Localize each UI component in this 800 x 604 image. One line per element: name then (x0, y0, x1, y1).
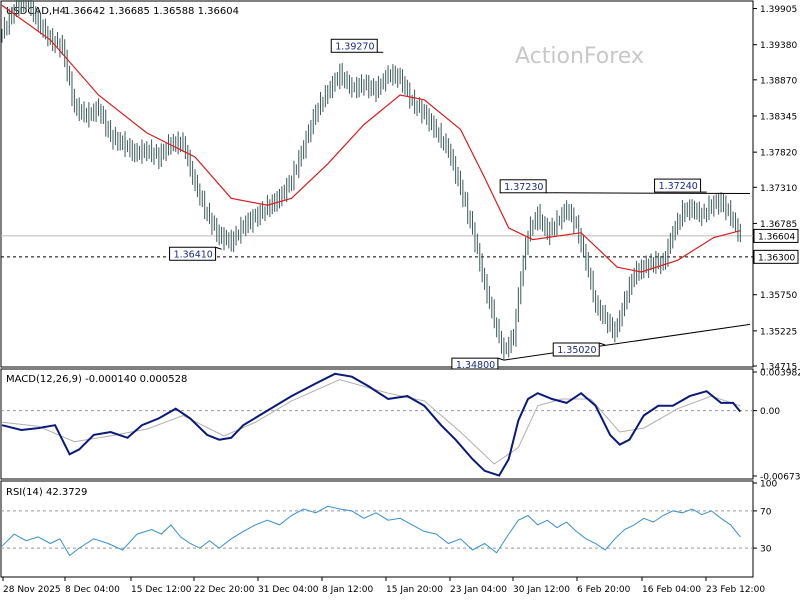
rsi-y-tick-label: 70 (760, 507, 772, 517)
moving-average (1, 4, 741, 273)
watermark: ActionForex (515, 44, 644, 69)
annotation-label: 1.34800 (456, 360, 495, 371)
price-tags: 1.36604 1.36300 (753, 228, 799, 264)
annotation-box (552, 342, 600, 357)
x-tick-label: 23 Feb 12:00 (706, 585, 765, 595)
current-price-tag: 1.36604 (758, 232, 795, 242)
ohlc-readout: 1.36642 1.36685 1.36588 1.36604 (64, 6, 239, 17)
1-y-tick-label: -0.006737 (760, 473, 800, 483)
rsi-panel (0, 480, 754, 578)
x-tick-label: 23 Jan 04:00 (450, 585, 507, 595)
annotation-label: 1.37240 (659, 181, 698, 192)
annotation-box (654, 178, 702, 193)
0-y-tick-label: 1.35225 (760, 327, 797, 337)
macd-title: MACD(12,26,9) -0.000140 0.000528 (6, 374, 187, 385)
0-y-tick-label: 1.37310 (760, 184, 797, 194)
0-y-tick-label: 1.38345 (760, 112, 797, 122)
x-tick-label: 15 Dec 12:00 (131, 585, 192, 595)
ma-line (1, 4, 741, 273)
trendlines (503, 192, 751, 361)
0-y-tick-label: 1.39380 (760, 41, 797, 51)
macd-main-line (1, 372, 742, 477)
1-y-tick-label: 0.003982 (760, 369, 800, 379)
rsi-y-tick-label: 30 (760, 545, 772, 555)
price-reference-lines (1, 235, 753, 258)
macd-panel (0, 368, 754, 480)
x-tick-label: 31 Dec 04:00 (258, 585, 319, 595)
annotation-label: 1.35020 (557, 345, 596, 356)
time-axis: 28 Nov 2025 8 Dec 04:00 15 Dec 12:00 22 Dec… (2, 577, 765, 595)
x-tick-label: 8 Jan 12:00 (322, 585, 374, 595)
1-y-tick-label: 0.00 (760, 407, 780, 417)
price-annotations: 1.36410 1.39270 1.34800 1.37230 1.35020 1.372… (169, 38, 707, 372)
support-price-tag-box (753, 249, 799, 264)
x-tick-label: 8 Dec 04:00 (65, 585, 120, 595)
0-y-tick-label: 1.34715 (760, 363, 797, 373)
0-y-tick-label: 1.37820 (760, 149, 797, 159)
x-tick-label: 16 Feb 04:00 (642, 585, 701, 595)
x-tick-label: 6 Feb 20:00 (577, 585, 631, 595)
annotation-box (499, 179, 547, 194)
price-y-axis: 1.39905 1.39380 1.38870 1.38345 1.37820 1.373… (753, 5, 797, 373)
macd-y-axis: 0.003982 0.00 -0.006737 (753, 369, 800, 483)
0-y-tick-label: 1.35750 (760, 291, 797, 301)
annotation-leader (497, 357, 505, 361)
0-y-tick-label: 1.36785 (760, 220, 797, 230)
support-price-tag: 1.36300 (758, 253, 795, 263)
annotation-leader (599, 342, 606, 346)
price-panel (0, 0, 754, 368)
x-tick-label: 28 Nov 2025 (3, 585, 61, 595)
0-y-tick-label: 1.38870 (760, 76, 797, 86)
rsi-line (1, 505, 741, 557)
rsi-y-axis: 100 70 30 (753, 480, 777, 555)
rsi-lines (1, 505, 753, 557)
price-bars (1, 0, 741, 360)
rsi-title: RSI(14) 42.3729 (6, 487, 87, 498)
annotation-box (169, 246, 217, 261)
macd-lines (1, 372, 753, 477)
annotation-label: 1.36410 (174, 249, 213, 260)
annotation-leader (215, 246, 222, 250)
trendline (503, 323, 751, 361)
x-tick-label: 22 Dec 20:00 (194, 585, 255, 595)
annotation-label: 1.37230 (504, 182, 543, 193)
rsi-y-tick-label: 100 (760, 480, 777, 490)
annotation-box (330, 38, 378, 53)
trendline (552, 192, 751, 194)
0-y-tick-label: 1.39905 (760, 5, 797, 15)
x-tick-label: 30 Jan 12:00 (513, 585, 570, 595)
x-tick-label: 15 Jan 20:00 (386, 585, 443, 595)
annotation-label: 1.39270 (335, 41, 374, 52)
current-price-tag-box (753, 228, 799, 243)
